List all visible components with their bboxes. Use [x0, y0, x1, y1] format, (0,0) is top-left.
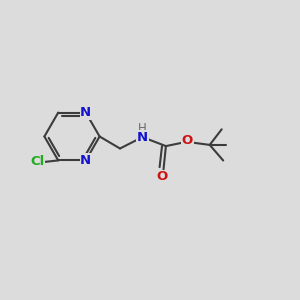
Text: N: N: [80, 106, 92, 119]
Text: N: N: [80, 154, 92, 167]
Text: O: O: [156, 170, 168, 184]
Text: H: H: [138, 122, 147, 135]
Text: O: O: [182, 134, 193, 148]
Text: Cl: Cl: [30, 155, 44, 168]
Text: N: N: [137, 130, 148, 144]
